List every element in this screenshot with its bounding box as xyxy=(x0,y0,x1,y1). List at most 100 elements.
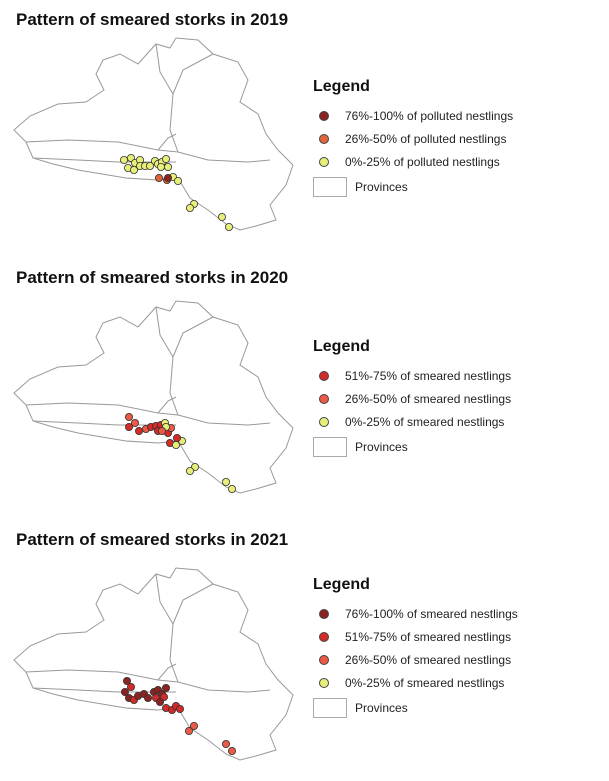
legend-item-0-25: 0%-25% of smeared nestlings xyxy=(313,671,518,694)
legend-2020: Legend 51%-75% of smeared nestlings 26%-… xyxy=(313,338,511,458)
nest-site-marker xyxy=(130,165,139,174)
nest-site-marker xyxy=(189,721,198,730)
nest-site-marker xyxy=(154,173,163,182)
legend-item-provinces: Provinces xyxy=(313,435,511,458)
legend-item-high: 76%-100% of polluted nestlings xyxy=(313,104,513,127)
legend-item-26-50: 26%-50% of smeared nestlings xyxy=(313,387,511,410)
nest-site-marker xyxy=(157,426,166,435)
nest-site-marker xyxy=(125,422,134,431)
map-panel-2021: Pattern of smeared storks in 2021 Legend… xyxy=(0,520,609,781)
nest-site-marker xyxy=(173,176,182,185)
legend-title: Legend xyxy=(313,78,370,95)
nest-site-marker xyxy=(156,162,165,171)
map-panel-2019: Pattern of smeared storks in 2019 Legend… xyxy=(0,0,609,255)
legend-dot xyxy=(319,677,329,688)
nest-site-marker xyxy=(185,466,194,475)
province-boundary xyxy=(177,681,271,693)
legend-dot xyxy=(319,133,329,144)
legend-label: 26%-50% of smeared nestlings xyxy=(345,391,512,406)
legend-label: 76%-100% of polluted nestlings xyxy=(345,108,514,123)
legend-label: 0%-25% of polluted nestlings xyxy=(345,154,500,169)
legend-item-provinces: Provinces xyxy=(313,175,513,198)
legend-dot xyxy=(319,110,329,121)
province-boundary xyxy=(177,151,271,163)
legend-item-provinces: Provinces xyxy=(313,696,518,719)
legend-title: Legend xyxy=(313,576,370,593)
legend-label: 0%-25% of smeared nestlings xyxy=(345,414,505,429)
province-swatch xyxy=(313,697,347,718)
province-map-2020 xyxy=(13,300,294,494)
legend-dot xyxy=(319,654,329,665)
legend-label: Provinces xyxy=(355,179,408,194)
nest-site-marker xyxy=(184,726,193,735)
legend-dot xyxy=(319,608,329,619)
map-title-2020: Pattern of smeared storks in 2020 xyxy=(16,268,289,287)
province-swatch xyxy=(313,436,347,457)
province-boundary xyxy=(157,396,177,414)
legend-title: Legend xyxy=(313,338,370,355)
legend-dot xyxy=(319,370,329,381)
legend-dot xyxy=(319,631,329,642)
legend-item-51-75: 51%-75% of smeared nestlings xyxy=(313,625,518,648)
province-map-2021 xyxy=(13,567,294,761)
legend-label: 51%-75% of smeared nestlings xyxy=(345,368,512,383)
nest-site-marker xyxy=(135,426,144,435)
legend-item-76-100: 76%-100% of smeared nestlings xyxy=(313,602,518,625)
province-outline xyxy=(13,37,294,231)
province-swatch xyxy=(313,176,347,197)
nest-site-marker xyxy=(143,693,152,702)
map-title-2021: Pattern of smeared storks in 2021 xyxy=(16,530,289,549)
legend-dot xyxy=(319,416,329,427)
province-map-2019 xyxy=(13,37,294,231)
legend-label: Provinces xyxy=(355,439,408,454)
nest-site-marker xyxy=(221,739,230,748)
nest-site-marker xyxy=(221,477,230,486)
legend-label: 76%-100% of smeared nestlings xyxy=(345,606,518,621)
province-outline xyxy=(13,300,294,494)
nest-site-marker xyxy=(217,212,226,221)
province-boundary xyxy=(25,402,179,416)
nest-site-marker xyxy=(121,687,130,696)
nest-site-marker xyxy=(163,162,172,171)
nest-site-marker xyxy=(175,704,184,713)
nest-site-marker xyxy=(161,155,170,164)
province-boundary xyxy=(25,139,179,153)
legend-2019: Legend 76%-100% of polluted nestlings 26… xyxy=(313,78,513,198)
legend-dot xyxy=(319,156,329,167)
nest-site-marker xyxy=(161,684,170,693)
province-boundary xyxy=(157,663,177,681)
legend-2021: Legend 76%-100% of smeared nestlings 51%… xyxy=(313,576,518,719)
nest-site-marker xyxy=(155,697,164,706)
nest-site-marker xyxy=(227,484,236,493)
legend-item-low: 0%-25% of polluted nestlings xyxy=(313,150,513,173)
nest-site-marker xyxy=(123,677,132,686)
legend-label: 0%-25% of smeared nestlings xyxy=(345,675,505,690)
nest-site-marker xyxy=(172,433,181,442)
province-boundary xyxy=(177,414,271,426)
legend-item-0-25: 0%-25% of smeared nestlings xyxy=(313,410,511,433)
legend-dot xyxy=(319,393,329,404)
map-title-2019: Pattern of smeared storks in 2019 xyxy=(16,10,289,29)
province-boundary xyxy=(172,583,214,625)
legend-label: Provinces xyxy=(355,700,408,715)
province-boundary xyxy=(157,133,177,151)
province-boundary xyxy=(172,316,214,358)
nest-site-marker xyxy=(127,683,136,692)
province-boundary xyxy=(25,669,179,683)
legend-label: 51%-75% of smeared nestlings xyxy=(345,629,512,644)
nest-site-marker xyxy=(227,746,236,755)
nest-site-marker xyxy=(163,173,172,182)
nest-site-marker xyxy=(125,413,134,422)
nest-site-marker xyxy=(120,156,129,165)
province-boundary xyxy=(172,53,214,95)
nest-site-marker xyxy=(131,419,140,428)
legend-item-51-75: 51%-75% of smeared nestlings xyxy=(313,364,511,387)
nest-site-marker xyxy=(185,203,194,212)
province-outline xyxy=(13,567,294,761)
legend-item-medium: 26%-50% of polluted nestlings xyxy=(313,127,513,150)
nest-site-marker xyxy=(145,161,154,170)
legend-label: 26%-50% of smeared nestlings xyxy=(345,652,512,667)
legend-item-26-50: 26%-50% of smeared nestlings xyxy=(313,648,518,671)
nest-site-marker xyxy=(224,222,233,231)
map-panel-2020: Pattern of smeared storks in 2020 Legend… xyxy=(0,258,609,513)
